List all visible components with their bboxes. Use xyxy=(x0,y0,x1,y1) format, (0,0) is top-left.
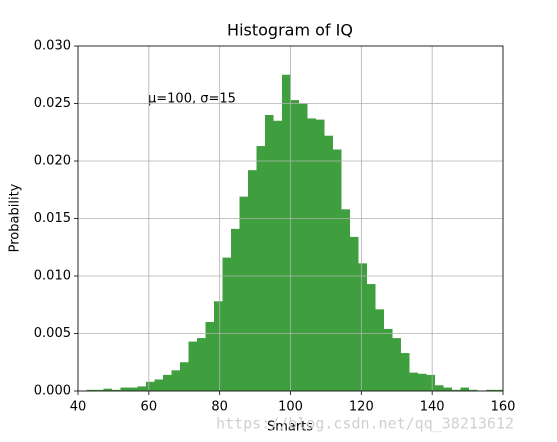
bar xyxy=(154,379,163,391)
bar xyxy=(494,389,503,391)
bar xyxy=(146,381,155,391)
bar xyxy=(392,338,401,391)
bar xyxy=(307,118,316,391)
bar xyxy=(358,263,367,391)
bar xyxy=(129,387,138,391)
bar xyxy=(375,309,384,391)
bar xyxy=(86,389,95,391)
bar xyxy=(324,135,333,391)
bar xyxy=(435,385,444,391)
bar xyxy=(384,328,393,391)
x-tick-label: 100 xyxy=(278,400,303,415)
y-tick-label: 0.025 xyxy=(34,96,71,111)
bar xyxy=(180,362,189,391)
y-tick-label: 0.015 xyxy=(34,211,71,226)
bar xyxy=(316,119,325,391)
x-tick-label: 160 xyxy=(491,400,516,415)
bar xyxy=(265,115,274,391)
bar xyxy=(222,257,231,391)
bar xyxy=(112,389,121,391)
bar xyxy=(248,170,257,391)
bar xyxy=(299,103,308,391)
bar xyxy=(426,374,435,391)
bar xyxy=(367,284,376,391)
bar xyxy=(460,387,469,391)
bar xyxy=(341,209,350,391)
bar xyxy=(103,388,112,391)
x-tick-label: 80 xyxy=(211,400,228,415)
annotation: μ=100, σ=15 xyxy=(148,92,236,107)
y-axis-label: Probability xyxy=(8,183,23,252)
y-tick-label: 0.030 xyxy=(34,39,71,54)
bar xyxy=(163,374,172,391)
bar xyxy=(486,389,495,391)
bar xyxy=(418,373,427,391)
watermark: https://blog.csdn.net/qq_38213612 xyxy=(216,415,514,433)
bar xyxy=(273,120,282,391)
bar xyxy=(469,389,478,391)
x-tick-label: 40 xyxy=(70,400,87,415)
bar xyxy=(171,370,180,391)
bar xyxy=(188,341,197,391)
bar xyxy=(197,338,206,391)
x-axis-label: Smarts xyxy=(267,420,313,435)
bar xyxy=(231,228,240,391)
plot-frame xyxy=(77,45,504,392)
chart-title: Histogram of IQ xyxy=(227,21,353,40)
y-tick-label: 0.000 xyxy=(34,384,71,399)
bar xyxy=(256,146,265,391)
bar xyxy=(333,149,342,391)
bar xyxy=(443,387,452,391)
bar xyxy=(120,387,129,391)
bar xyxy=(401,353,410,391)
bar xyxy=(214,301,223,391)
bar xyxy=(290,100,299,392)
bar xyxy=(409,372,418,391)
bar xyxy=(282,74,291,391)
y-tick-label: 0.020 xyxy=(34,154,71,169)
bar xyxy=(205,322,214,391)
bar xyxy=(95,389,104,391)
bar xyxy=(137,386,146,391)
bar xyxy=(452,389,461,391)
y-tick-label: 0.010 xyxy=(34,269,71,284)
x-tick-label: 140 xyxy=(420,400,445,415)
bar xyxy=(350,236,359,391)
x-tick-label: 60 xyxy=(141,400,158,415)
bar xyxy=(239,196,248,391)
y-tick-label: 0.005 xyxy=(34,326,71,341)
x-tick-label: 120 xyxy=(349,400,374,415)
